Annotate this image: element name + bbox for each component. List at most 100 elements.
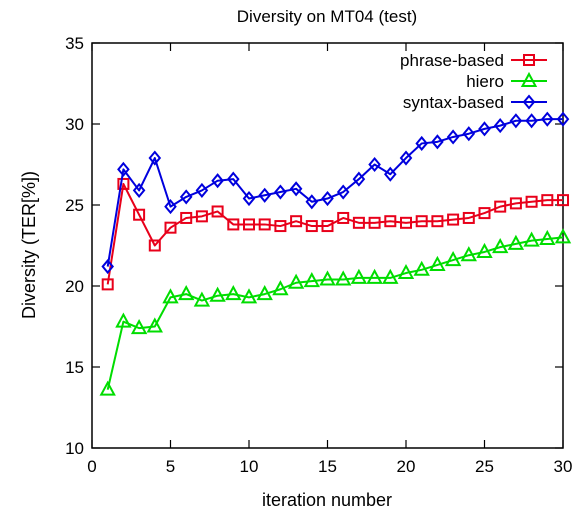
data-point <box>289 181 303 197</box>
data-point <box>478 207 491 220</box>
data-point <box>117 161 130 177</box>
legend-marker <box>520 71 538 87</box>
y-axis-label: Diversity (TER[%]) <box>19 171 39 319</box>
data-point <box>413 260 430 276</box>
data-point <box>350 268 368 284</box>
data-point <box>541 194 554 207</box>
x-tick-label: 10 <box>240 457 259 476</box>
data-point <box>240 288 258 304</box>
data-point <box>384 215 397 228</box>
series-line <box>106 182 563 285</box>
data-point <box>305 194 319 210</box>
data-point <box>509 113 523 129</box>
data-point <box>227 218 240 231</box>
legend-item: syntax-based <box>403 93 547 112</box>
y-tick-label: 15 <box>65 358 84 377</box>
data-point <box>115 312 132 328</box>
data-point <box>209 286 226 302</box>
data-point <box>274 184 287 200</box>
data-point <box>162 288 179 304</box>
y-tick-label: 25 <box>65 196 84 215</box>
data-point <box>492 238 509 254</box>
x-tick-label: 0 <box>87 457 96 476</box>
data-point <box>431 134 444 150</box>
data-point <box>540 111 554 127</box>
data-point <box>462 211 475 224</box>
data-point <box>525 195 538 208</box>
data-point <box>444 250 462 267</box>
data-point <box>337 211 350 224</box>
data-point <box>397 263 415 280</box>
data-point <box>148 239 161 252</box>
data-point <box>400 216 412 229</box>
data-point <box>243 218 255 231</box>
series-syntax-based <box>101 111 570 275</box>
data-point <box>336 184 350 200</box>
data-point <box>133 208 146 221</box>
data-point <box>193 291 211 307</box>
series-line <box>106 236 564 390</box>
data-point <box>446 129 460 145</box>
legend-marker <box>522 94 536 110</box>
x-tick-label: 25 <box>475 457 494 476</box>
data-point <box>431 215 444 228</box>
data-point <box>352 216 365 229</box>
data-point <box>258 218 271 231</box>
data-point <box>146 317 163 333</box>
series-phrase-based <box>101 177 569 291</box>
data-point <box>462 126 476 142</box>
y-axis: 10 15 20 25 30 35 <box>65 34 563 458</box>
data-point <box>164 199 177 215</box>
data-point <box>523 231 540 247</box>
data-point <box>494 200 507 213</box>
data-point <box>335 270 352 286</box>
legend: phrase-based hiero syntax-based <box>400 51 547 112</box>
legend-label: hiero <box>466 72 504 91</box>
data-point <box>130 319 148 335</box>
data-point <box>290 215 303 228</box>
data-point <box>180 211 193 224</box>
data-point <box>211 173 224 189</box>
legend-label: phrase-based <box>400 51 504 70</box>
data-point <box>493 118 507 134</box>
data-point <box>303 272 320 288</box>
series-line <box>106 118 563 267</box>
y-tick-label: 10 <box>65 439 84 458</box>
y-tick-label: 35 <box>65 34 84 53</box>
data-point <box>366 268 383 284</box>
data-point <box>179 189 193 205</box>
data-point <box>509 197 522 210</box>
x-tick-label: 15 <box>318 457 337 476</box>
data-point <box>557 194 569 207</box>
data-point <box>226 171 240 187</box>
series-layer <box>99 111 572 396</box>
data-point <box>554 228 572 244</box>
legend-marker <box>523 54 535 66</box>
data-point <box>429 255 446 271</box>
legend-item: phrase-based <box>400 51 547 70</box>
data-point <box>101 258 115 275</box>
data-point <box>352 171 366 187</box>
data-point <box>258 187 272 203</box>
data-point <box>476 242 493 258</box>
x-tick-label: 20 <box>397 457 416 476</box>
data-point <box>525 113 538 129</box>
data-point <box>132 182 146 198</box>
data-point <box>195 210 208 223</box>
data-point <box>368 216 381 229</box>
legend-item: hiero <box>466 71 547 91</box>
x-axis-label: iteration number <box>262 490 392 510</box>
data-point <box>399 150 413 166</box>
data-point <box>321 190 334 207</box>
data-point <box>478 121 491 137</box>
series-hiero <box>99 228 572 396</box>
data-point <box>507 234 525 250</box>
data-point <box>164 221 177 234</box>
data-point <box>242 190 256 207</box>
data-point <box>368 156 381 173</box>
data-point <box>556 111 570 127</box>
data-point <box>539 229 556 246</box>
data-point <box>272 280 289 296</box>
data-point <box>447 213 460 226</box>
